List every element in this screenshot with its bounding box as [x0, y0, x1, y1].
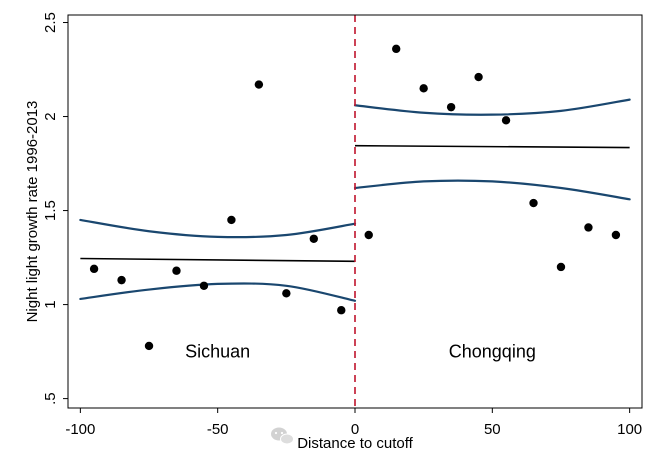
x-tick-label: -100: [65, 421, 95, 438]
data-point-chongqing-9: [584, 223, 593, 232]
y-tick-label: .5: [42, 392, 59, 405]
data-point-chongqing-10: [611, 230, 621, 240]
data-point-chongqing-5: [474, 72, 483, 82]
data-point-sichuan-2: [117, 275, 126, 285]
x-axis-title: Distance to cutoff: [297, 435, 413, 452]
ci-lower-band-chongqing: [353, 179, 631, 201]
confidence-bands: [79, 98, 631, 302]
ci-upper-band-chongqing: [353, 98, 631, 116]
x-tick-label: -50: [207, 421, 229, 438]
data-point-sichuan-1: [89, 264, 99, 274]
x-tick-label: 0: [351, 421, 359, 438]
data-point-sichuan-6: [227, 215, 236, 225]
data-point-chongqing-6: [501, 116, 511, 125]
y-tick-label: 2.5: [42, 12, 59, 33]
wechat-icon: [271, 427, 294, 445]
y-axis: .5 1 1.5 2 2.5: [42, 12, 68, 405]
data-point-chongqing-4: [446, 102, 456, 112]
data-point-chongqing-3: [419, 84, 428, 93]
data-point-sichuan-9: [309, 234, 318, 243]
y-tick-label: 1: [42, 300, 59, 308]
region-label-sichuan: Sichuan: [185, 342, 250, 362]
data-point-sichuan-8: [282, 289, 291, 298]
region-label-chongqing: Chongqing: [449, 342, 536, 362]
ci-lower-band-sichuan: [79, 282, 357, 302]
binned-points: [89, 44, 621, 351]
data-point-sichuan-5: [199, 281, 209, 290]
fit-line-sichuan: [80, 257, 356, 263]
fit-line-chongqing: [354, 144, 630, 149]
data-point-chongqing-1: [364, 230, 373, 240]
y-tick-label: 1.5: [42, 200, 59, 221]
data-point-sichuan-7: [254, 80, 264, 89]
data-point-chongqing-2: [392, 44, 401, 54]
data-point-sichuan-4: [172, 266, 181, 275]
x-axis: -100 -50 0 50 100: [65, 408, 642, 438]
data-point-sichuan-10: [337, 306, 346, 315]
y-tick-label: 2: [42, 112, 59, 120]
x-tick-label: 50: [484, 421, 501, 438]
y-axis-title: Night light growth rate 1996-2013: [24, 101, 41, 323]
data-point-sichuan-3: [144, 341, 154, 351]
ci-upper-band-sichuan: [79, 218, 357, 239]
data-point-chongqing-8: [556, 262, 566, 272]
x-tick-label: 100: [617, 421, 642, 438]
data-point-chongqing-7: [529, 198, 538, 208]
fit-lines: [80, 144, 630, 263]
